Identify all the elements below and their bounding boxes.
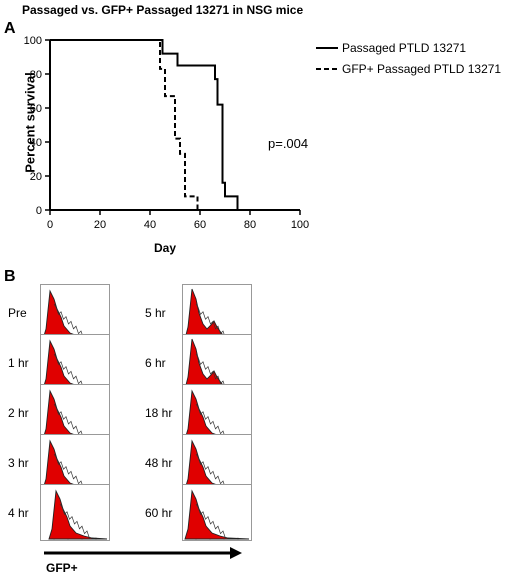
histogram-right-1: [182, 284, 252, 341]
histogram-noise: [59, 503, 90, 539]
histogram-noise: [195, 403, 226, 439]
histogram-noise: [195, 353, 226, 389]
figure-title: Passaged vs. GFP+ Passaged 13271 in NSG …: [22, 3, 304, 17]
histogram-fill: [48, 489, 108, 540]
histogram-label: 60 hr: [145, 506, 173, 520]
histogram-noise: [195, 453, 226, 489]
histogram-label: 5 hr: [145, 306, 166, 320]
histogram-noise: [53, 353, 84, 389]
histogram-label: 4 hr: [8, 506, 29, 520]
histogram-label: 6 hr: [145, 356, 166, 370]
histogram-fill: [184, 489, 250, 540]
chart-axes: 0 20 40 60 80 100 0 20 40 60 80 100: [24, 35, 310, 231]
legend-label-2: GFP+ Passaged PTLD 13271: [342, 62, 501, 76]
histogram-left-2: [40, 334, 110, 391]
y-tick-label: 20: [30, 171, 42, 183]
histogram-right-3: [182, 384, 252, 441]
histogram-right-4: [182, 434, 252, 491]
y-tick-label: 80: [30, 69, 42, 81]
y-tick-label: 0: [36, 205, 42, 217]
legend-label-1: Passaged PTLD 13271: [342, 41, 466, 55]
histogram-left-5: [40, 484, 110, 541]
histogram-label: 48 hr: [145, 456, 173, 470]
series-line-2: [50, 39, 200, 211]
y-tick-label: 60: [30, 103, 42, 115]
survival-chart: 0 20 40 60 80 100 0 20 40 60 80 100 Passaged PTLD 1…: [24, 35, 502, 231]
histogram-noise: [53, 403, 84, 439]
histogram-left-3: [40, 384, 110, 441]
histogram-noise: [195, 303, 226, 339]
histogram-noise: [195, 503, 226, 539]
y-tick-label: 100: [24, 35, 42, 47]
x-tick-label: 80: [244, 219, 256, 231]
chart-series: [50, 39, 239, 211]
histogram-label: 18 hr: [145, 406, 173, 420]
x-axis-label: Day: [154, 241, 177, 255]
panel-b-label: B: [4, 268, 16, 285]
gfp-axis-arrow-icon: [44, 547, 242, 559]
x-tick-label: 40: [144, 219, 156, 231]
histogram-left-1: [40, 284, 110, 341]
histogram-label: 3 hr: [8, 456, 29, 470]
histogram-left-4: [40, 434, 110, 491]
x-tick-label: 20: [94, 219, 106, 231]
y-axis-label: Percent survival: [22, 72, 38, 173]
gfp-axis-label: GFP+: [46, 561, 78, 575]
p-value-annotation: p=.004: [268, 136, 309, 151]
histogram-label: Pre: [8, 306, 27, 320]
x-tick-label: 60: [194, 219, 206, 231]
histogram-right-5: [182, 484, 252, 541]
histogram-label: 1 hr: [8, 356, 29, 370]
histogram-noise: [53, 303, 84, 339]
series-line-1: [50, 39, 239, 210]
histogram-label: 2 hr: [8, 406, 29, 420]
histogram-right-2: [182, 334, 252, 391]
y-tick-label: 40: [30, 137, 42, 149]
panel-a-label: A: [4, 20, 16, 37]
x-tick-label: 0: [47, 219, 53, 231]
x-tick-label: 100: [291, 219, 309, 231]
chart-legend: Passaged PTLD 13271 GFP+ Passaged PTLD 13…: [316, 41, 501, 76]
histogram-noise: [53, 453, 84, 489]
